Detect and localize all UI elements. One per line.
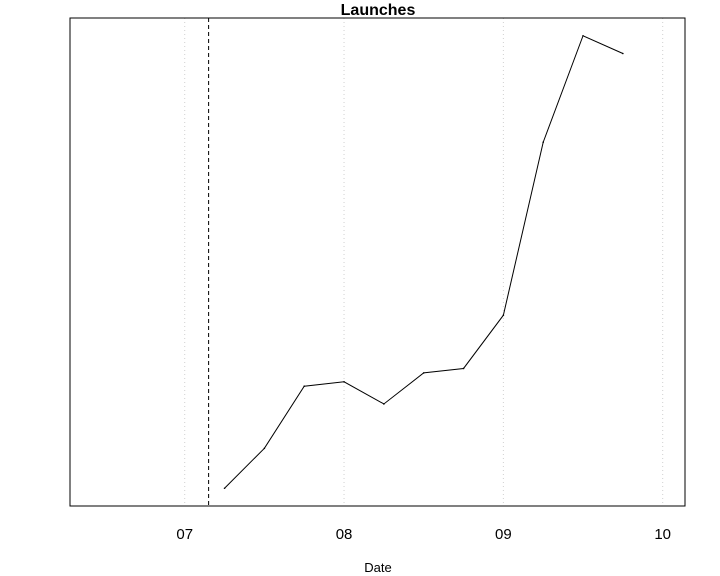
data-point [383, 403, 385, 405]
series-line-0 [224, 35, 624, 489]
chart-title: Launches [341, 2, 416, 19]
data-point [582, 34, 584, 37]
x-axis-label: Date [364, 560, 391, 575]
series-group [223, 34, 624, 490]
x-tick-label: 09 [495, 526, 512, 543]
x-tick-label: 07 [176, 526, 193, 543]
plot-frame [69, 17, 686, 507]
x-tick-label: 10 [654, 526, 671, 543]
data-point [542, 141, 544, 144]
data-point [422, 372, 425, 374]
x-axis-ticks: 07 08 09 10 [176, 526, 671, 543]
data-point [502, 314, 505, 317]
data-point [223, 487, 226, 490]
grid-lines [184, 18, 664, 506]
data-point [462, 367, 465, 370]
data-point [343, 380, 345, 383]
data-point [303, 385, 306, 388]
data-point [263, 447, 266, 450]
x-tick-label: 08 [336, 526, 353, 543]
data-point [622, 52, 624, 55]
